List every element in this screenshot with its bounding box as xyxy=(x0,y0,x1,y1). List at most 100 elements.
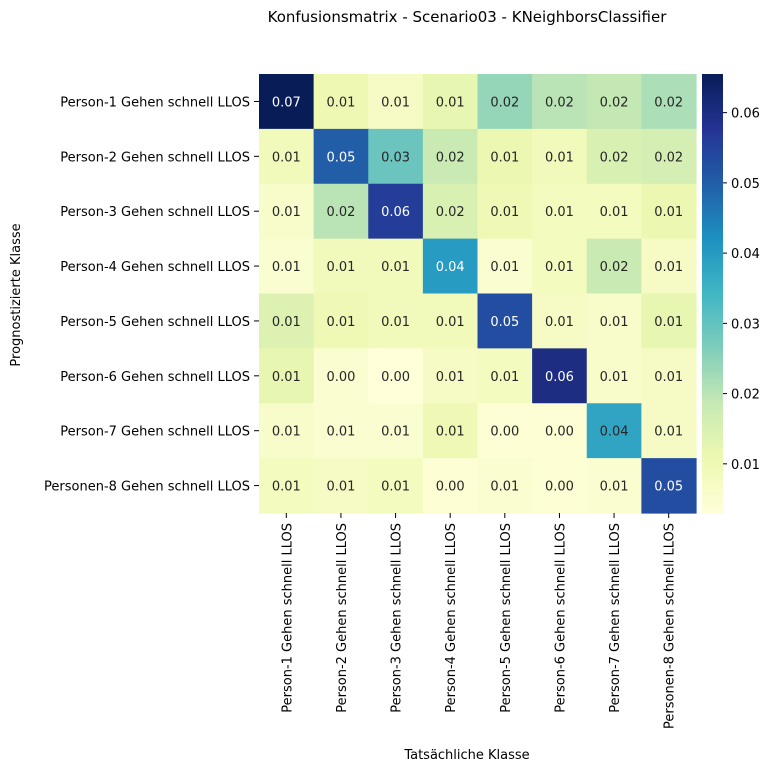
x-tick-label: Person-3 Gehen schnell LLOS xyxy=(390,523,405,713)
y-axis: Person-1 Gehen schnell LLOS Person-2 Gehe… xyxy=(44,95,259,495)
heatmap-cell xyxy=(586,348,642,404)
heatmap-cell xyxy=(313,238,369,295)
colorbar-segment xyxy=(702,428,723,434)
cell-annotation: 0.01 xyxy=(654,205,683,220)
x-axis: Person-1 Gehen schnell LLOS Person-2 Gehe… xyxy=(280,513,678,729)
heatmap-cell xyxy=(313,293,369,349)
colorbar-segment xyxy=(702,180,723,185)
heatmap-cell xyxy=(368,458,424,514)
heatmap-cell xyxy=(368,238,424,295)
cell-annotation: 0.01 xyxy=(436,370,465,385)
heatmap-cell xyxy=(532,183,588,240)
colorbar-segment xyxy=(702,194,723,199)
cell-annotation: 0.05 xyxy=(326,150,355,165)
cell-annotation: 0.02 xyxy=(436,150,465,165)
colorbar-segment xyxy=(702,472,723,478)
colorbar-segment xyxy=(702,209,723,214)
colorbar-segment xyxy=(702,509,723,514)
colorbar-segment xyxy=(702,198,723,203)
heatmap-cell xyxy=(641,293,697,349)
colorbar-segment xyxy=(702,421,723,426)
colorbar-segment xyxy=(702,461,723,467)
cell-annotation: 0.01 xyxy=(490,205,519,220)
colorbar-segment xyxy=(702,436,723,441)
heatmap-cell xyxy=(477,458,533,514)
cell-annotation: 0.01 xyxy=(381,260,410,275)
colorbar-segment xyxy=(702,234,723,240)
cell-annotation: 0.05 xyxy=(490,315,519,330)
colorbar-segment xyxy=(702,454,723,459)
heatmap-cell xyxy=(532,74,588,130)
colorbar-segment xyxy=(702,311,723,317)
x-tick-label: Person-6 Gehen schnell LLOS xyxy=(553,523,568,713)
colorbar: 0.01 0.02 0.03 0.04 0.05 0.06 xyxy=(702,74,760,514)
heatmap-cell xyxy=(477,403,533,459)
colorbar-segment xyxy=(702,121,723,126)
cell-annotation: 0.01 xyxy=(326,95,355,110)
heatmap-cell xyxy=(313,458,369,514)
colorbar-segment xyxy=(702,213,723,218)
colorbar-segment xyxy=(702,114,723,119)
colorbar-segment xyxy=(702,231,723,236)
colorbar-segment xyxy=(702,191,723,196)
cell-annotation: 0.01 xyxy=(272,480,301,495)
heatmap-cell xyxy=(477,293,533,349)
cell-annotation: 0.01 xyxy=(600,480,629,495)
colorbar-segment xyxy=(702,370,723,375)
colorbar-segment xyxy=(702,154,723,159)
colorbar-segment xyxy=(702,286,723,291)
heatmap-cell xyxy=(259,238,315,295)
colorbar-segment xyxy=(702,348,723,353)
cell-annotation: 0.01 xyxy=(490,480,519,495)
colorbar-tick-label: 0.06 xyxy=(731,107,760,122)
colorbar-segment xyxy=(702,505,723,510)
colorbar-segment xyxy=(702,414,723,419)
heatmap-cell xyxy=(586,238,642,295)
cell-annotation: 0.01 xyxy=(436,95,465,110)
y-tick-label: Person-1 Gehen schnell LLOS xyxy=(60,95,250,110)
colorbar-segment xyxy=(702,363,723,368)
colorbar-segment xyxy=(702,275,723,280)
heatmap-cell xyxy=(641,348,697,404)
colorbar-segment xyxy=(702,136,723,141)
cell-annotation: 0.02 xyxy=(600,260,629,275)
cell-annotation: 0.02 xyxy=(436,205,465,220)
colorbar-segment xyxy=(702,450,723,456)
heatmap-cell xyxy=(368,74,424,130)
colorbar-segment xyxy=(702,377,723,382)
cell-annotation: 0.02 xyxy=(654,95,683,110)
y-tick-label: Personen-8 Gehen schnell LLOS xyxy=(44,480,250,495)
colorbar-segment xyxy=(702,322,723,328)
heatmap-cell xyxy=(259,74,315,130)
colorbar-segment xyxy=(702,88,723,93)
colorbar-segment xyxy=(702,359,723,364)
cell-annotation: 0.02 xyxy=(490,95,519,110)
heatmap-cell xyxy=(259,128,315,185)
colorbar-segment xyxy=(702,161,723,167)
heatmap-cell xyxy=(586,458,642,514)
heatmap-cell xyxy=(641,403,697,459)
colorbar-segment xyxy=(702,341,723,346)
cell-annotation: 0.01 xyxy=(326,480,355,495)
cell-annotation: 0.01 xyxy=(381,425,410,440)
cell-annotation: 0.01 xyxy=(272,260,301,275)
heatmap-cell xyxy=(422,403,479,459)
colorbar-segment xyxy=(702,95,723,101)
colorbar-segment xyxy=(702,491,723,496)
heatmap-cell xyxy=(368,128,424,185)
cell-annotation: 0.01 xyxy=(272,205,301,220)
heatmap-cell xyxy=(641,128,697,185)
cell-annotation: 0.02 xyxy=(600,95,629,110)
colorbar-segment xyxy=(702,143,723,148)
cell-annotation: 0.01 xyxy=(272,370,301,385)
cell-annotation: 0.02 xyxy=(545,95,574,110)
x-tick-label: Person-5 Gehen schnell LLOS xyxy=(499,523,514,713)
colorbar-segment xyxy=(702,139,723,145)
colorbar-segment xyxy=(702,77,723,82)
cell-annotation: 0.01 xyxy=(600,315,629,330)
cell-annotation: 0.01 xyxy=(654,425,683,440)
colorbar-segment xyxy=(702,117,723,123)
cell-annotation: 0.01 xyxy=(272,150,301,165)
colorbar-segment xyxy=(702,84,723,90)
colorbar-segment xyxy=(702,300,723,306)
